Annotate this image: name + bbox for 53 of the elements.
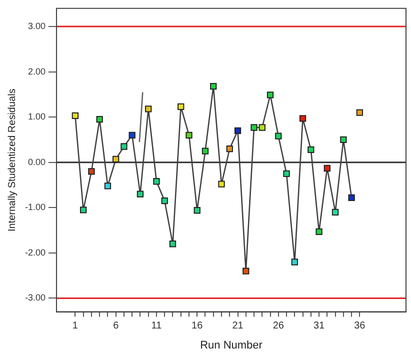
point bbox=[258, 124, 266, 131]
point bbox=[186, 132, 192, 139]
point bbox=[234, 127, 242, 134]
point bbox=[169, 240, 176, 248]
point bbox=[316, 228, 322, 235]
x-tick-label: 16 bbox=[192, 320, 204, 332]
point bbox=[136, 190, 144, 198]
point bbox=[226, 145, 233, 152]
point bbox=[80, 206, 87, 214]
point bbox=[88, 168, 95, 175]
point bbox=[112, 156, 120, 163]
point bbox=[96, 116, 103, 123]
point bbox=[161, 198, 168, 204]
x-tick-label: 36 bbox=[354, 320, 366, 332]
point bbox=[250, 124, 258, 131]
point bbox=[348, 194, 355, 202]
point bbox=[324, 164, 330, 172]
point bbox=[128, 132, 136, 139]
y-tick-label: 0.00 bbox=[28, 156, 46, 167]
point bbox=[153, 178, 160, 185]
point bbox=[275, 132, 282, 140]
y-axis-title: Internally Studentized Residuals bbox=[6, 88, 18, 232]
y-tick-label: -3.00 bbox=[25, 292, 46, 303]
point bbox=[340, 136, 347, 144]
point bbox=[210, 82, 217, 90]
point bbox=[218, 180, 225, 188]
point bbox=[266, 92, 274, 98]
point bbox=[72, 112, 79, 120]
point bbox=[242, 268, 250, 274]
point bbox=[308, 146, 314, 154]
y-tick-label: 1.00 bbox=[28, 112, 46, 122]
point bbox=[356, 109, 363, 116]
x-tick-label: 31 bbox=[313, 320, 326, 332]
y-tick-label: -1.00 bbox=[25, 202, 46, 212]
y-tick-label: -2.00 bbox=[25, 247, 46, 258]
point bbox=[332, 208, 339, 216]
point bbox=[283, 170, 290, 178]
point bbox=[202, 148, 209, 154]
x-tick-label: 21 bbox=[232, 320, 244, 332]
x-tick-label: 11 bbox=[151, 320, 162, 332]
point bbox=[120, 143, 128, 150]
x-tick-label: 1 bbox=[72, 320, 78, 332]
point bbox=[194, 207, 200, 214]
x-axis-title: Run Number bbox=[200, 339, 263, 352]
y-tick-label: 2.00 bbox=[28, 66, 46, 76]
point bbox=[299, 115, 306, 122]
point bbox=[178, 103, 184, 110]
point bbox=[104, 182, 112, 190]
x-tick-label: 26 bbox=[272, 320, 284, 332]
x-tick-label: 6 bbox=[113, 320, 120, 332]
y-tick-label: 3.00 bbox=[28, 21, 46, 31]
point bbox=[291, 258, 298, 266]
point bbox=[145, 106, 152, 112]
